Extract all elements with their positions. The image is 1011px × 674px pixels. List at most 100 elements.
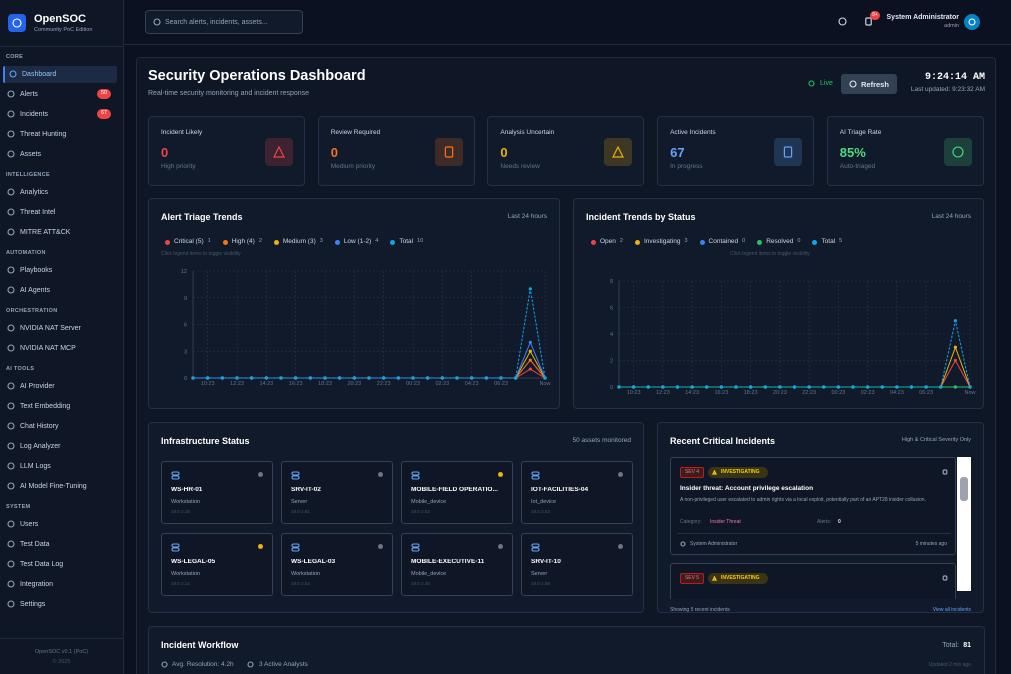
view-all-link[interactable]: View all incidents [932, 607, 971, 613]
nav-item[interactable]: Analytics [3, 184, 117, 201]
icon [7, 90, 15, 98]
nav-item[interactable]: Log Analyzer [3, 438, 117, 455]
legend-swatch [812, 240, 818, 245]
icon-shape [161, 661, 168, 668]
nav-item[interactable]: Incidents 67 [3, 106, 117, 123]
active-analysts: 3 Active Analysts [259, 661, 308, 668]
nav-item[interactable]: Settings [3, 596, 117, 613]
status-dot [618, 544, 623, 549]
nav-item[interactable]: Text Embedding [3, 398, 117, 415]
nav-item[interactable]: NVIDIA NAT MCP [3, 340, 117, 357]
stat-label: Incident Likely [161, 129, 203, 136]
nav-item[interactable]: Chat History [3, 418, 117, 435]
asset-card[interactable]: IOT-FACILITIES-04 Iot_device 10.0.3.53 [521, 461, 633, 524]
badge-count: 67 [100, 110, 108, 116]
asset-type: Mobile_device [411, 499, 447, 505]
nav-label: Assets [20, 151, 42, 158]
incident-card[interactable]: SEV 5 INVESTIGATING [670, 563, 956, 599]
nav-item[interactable]: Threat Hunting [3, 126, 117, 143]
section-title: AUTOMATION [6, 250, 46, 256]
icon [7, 482, 15, 490]
nav-label: Settings [20, 601, 46, 608]
chart-hint: Click legend items to toggle visibility [730, 251, 810, 257]
nav-item[interactable]: LLM Logs [3, 458, 117, 475]
nav-item[interactable]: NVIDIA NAT Server [3, 320, 117, 337]
chart-panel [148, 198, 560, 409]
status-text: INVESTIGATING [721, 469, 760, 475]
nav-item[interactable]: Alerts 50 [3, 86, 117, 103]
scroll-thumb [960, 477, 968, 501]
workflow-total-label: Total: [942, 642, 959, 649]
incident-category: Insider Threat [710, 519, 741, 525]
scrollbar[interactable] [957, 457, 971, 591]
nav-item[interactable]: Threat Intel [3, 204, 117, 221]
icon-shape [273, 146, 285, 158]
search-placeholder: Search alerts, incidents, assets... [165, 19, 268, 26]
status-dot [498, 544, 503, 549]
section-title: CORE [6, 54, 24, 60]
icon [712, 576, 717, 581]
incident-card[interactable]: SEV 4 INVESTIGATING Insider threat: Accoun… [670, 457, 956, 555]
asset-card[interactable]: WS-LEGAL-03 Workstation 10.0.2.54 [281, 533, 393, 596]
asset-card[interactable]: MOBILE-FIELD OPERATIO... Mobile_device 10.… [401, 461, 513, 524]
icon [161, 661, 168, 668]
icon-shape [7, 482, 15, 490]
nav-label: Alerts [20, 91, 38, 98]
section-title: INTELLIGENCE [6, 172, 50, 178]
search-box[interactable]: Search alerts, incidents, assets... [145, 10, 303, 34]
refresh-button[interactable]: Refresh [841, 74, 897, 94]
nav-item[interactable]: Users [3, 516, 117, 533]
avg-resolution: Avg. Resolution: 4.2h [172, 661, 234, 668]
icon [7, 600, 15, 608]
nav-item[interactable]: Test Data [3, 536, 117, 553]
stat-note: Auto-triaged [839, 163, 876, 170]
legend-swatch [699, 240, 705, 245]
legend-label: Contained [708, 238, 739, 245]
icon-shape [7, 286, 15, 294]
avatar[interactable] [964, 14, 980, 30]
legend-count: 5 [839, 238, 843, 244]
icon-shape [411, 547, 420, 552]
icon-shape [942, 575, 948, 581]
icon-shape [531, 471, 540, 476]
icon-shape [7, 580, 15, 588]
icon [968, 18, 976, 26]
nav-item[interactable]: Integration [3, 576, 117, 593]
icon-shape [411, 543, 420, 548]
icon-shape [291, 543, 300, 548]
icon [942, 575, 948, 581]
notification-badge[interactable]: 9+ [870, 11, 880, 20]
nav-item[interactable]: Dashboard [3, 66, 117, 83]
nav-item[interactable]: Assets [3, 146, 117, 163]
asset-card[interactable]: SRV-IT-02 Server 10.0.1.51 [281, 461, 393, 524]
legend-count: 0 [742, 238, 746, 244]
user-name: System Administrator [886, 14, 959, 21]
icon-shape [7, 422, 15, 430]
stat-note: In progress [670, 163, 703, 170]
asset-card[interactable]: WS-HR-01 Workstation 10.0.2.10 [161, 461, 273, 524]
stat-card: Analysis Uncertain 0 Needs review [487, 116, 645, 186]
stat-card: Active Incidents 67 In progress [657, 116, 815, 186]
asset-card[interactable]: WS-LEGAL-05 Workstation 10.0.2.14 [161, 533, 273, 596]
icon-shape [968, 18, 976, 26]
legend-count: 3 [319, 238, 323, 244]
asset-card[interactable]: SRV-IT-10 Server 10.0.1.59 [521, 533, 633, 596]
nav-label: Threat Intel [20, 209, 56, 216]
icon-shape [531, 547, 540, 552]
asset-type: Workstation [171, 571, 200, 577]
nav-item[interactable]: MITRE ATT&CK [3, 224, 117, 241]
asset-card[interactable]: MOBILE-EXECUTIVE-11 Mobile_device 10.0.2.4… [401, 533, 513, 596]
icon-shape [7, 442, 15, 450]
icon [783, 146, 793, 158]
nav-item[interactable]: AI Provider [3, 378, 117, 395]
nav-item[interactable]: Test Data Log [3, 556, 117, 573]
asset-name: MOBILE-FIELD OPERATIO... [411, 487, 498, 493]
nav-item[interactable]: Playbooks [3, 262, 117, 279]
icon [612, 146, 625, 158]
nav-item[interactable]: AI Model Fine-Tuning [3, 478, 117, 495]
icon-shape [838, 17, 847, 26]
nav-label: Users [20, 521, 39, 528]
nav-item[interactable]: AI Agents [3, 282, 117, 299]
stat-card: AI Triage Rate 85% Auto-triaged [826, 116, 984, 186]
stat-label: Review Required [330, 129, 381, 136]
